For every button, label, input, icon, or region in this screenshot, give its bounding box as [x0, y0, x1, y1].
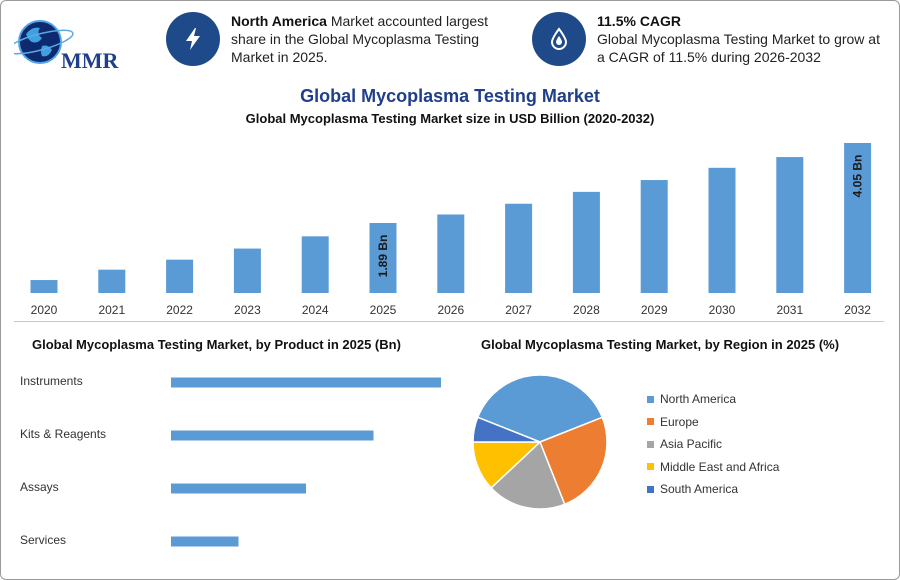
data-label-2025: 1.89 Bn: [376, 235, 390, 278]
pie-slice-asia-pacific: [490, 440, 566, 510]
lightning-icon: [166, 12, 220, 66]
legend-label: Middle East and Africa: [660, 459, 780, 474]
logo-text: MMR: [61, 48, 120, 73]
bar-2024: [301, 236, 329, 293]
legend-swatch: [647, 485, 654, 493]
x-tick-label: 2031: [776, 303, 803, 317]
section-divider: [14, 321, 884, 322]
x-tick-label: 2021: [98, 303, 125, 317]
drop-icon: [532, 12, 586, 66]
x-tick-label: 2023: [234, 303, 261, 317]
x-tick-label: 2027: [505, 303, 532, 317]
highlight-north-america-text: North America Market accounted largest s…: [231, 12, 503, 66]
market-size-bar-chart: 2020 2021 2022 2023 2024 2025 1.89 Bn 2026 2027 2…: [30, 143, 872, 317]
legend-swatch: [647, 463, 654, 471]
legend-label: Europe: [660, 414, 699, 429]
bar-chart-title: Global Mycoplasma Testing Market size in…: [245, 111, 655, 126]
bar-2022: [166, 259, 194, 293]
legend-item: North America: [647, 388, 779, 411]
legend-label: South America: [660, 482, 739, 497]
legend-swatch: [647, 440, 654, 448]
highlight-north-america-bold: North America: [231, 13, 327, 29]
product-bar: [171, 536, 239, 547]
legend-label: Asia Pacific: [660, 437, 723, 452]
bar-2025: [369, 223, 397, 293]
legend-item: South America: [647, 478, 779, 501]
x-tick-label: 2022: [166, 303, 193, 317]
highlight-cagr-bold: 11.5% CAGR: [597, 13, 682, 29]
legend-item: Asia Pacific: [647, 433, 779, 456]
product-bar-chart: Instruments Kits & Reagents Assays Services: [20, 374, 441, 547]
bar-2028: [572, 191, 600, 293]
mmr-logo: MMR: [14, 20, 120, 73]
product-label: Kits & Reagents: [20, 427, 106, 441]
bar-2026: [437, 214, 465, 293]
highlight-north-america-body: Market accounted largest share in the Gl…: [231, 13, 489, 65]
data-label-2032: 4.05 Bn: [851, 155, 865, 198]
bar-2027: [505, 203, 533, 293]
bar-2032: [844, 143, 872, 293]
region-chart-title: Global Mycoplasma Testing Market, by Reg…: [481, 337, 840, 352]
highlight-cagr: 11.5% CAGR Global Mycoplasma Testing Mar…: [532, 12, 892, 66]
product-bar: [171, 483, 306, 494]
bar-2020: [30, 280, 58, 293]
bar-2029: [640, 180, 668, 293]
main-title: Global Mycoplasma Testing Market: [300, 86, 600, 106]
highlight-cagr-body: Global Mycoplasma Testing Market to grow…: [597, 31, 880, 65]
x-tick-label: 2025: [370, 303, 397, 317]
region-pie-chart: [472, 374, 608, 510]
highlight-north-america: North America Market accounted largest s…: [166, 12, 506, 66]
legend-item: Europe: [647, 411, 779, 434]
x-tick-label: 2020: [31, 303, 58, 317]
pie-slice-south-america: [472, 416, 541, 443]
bar-2030: [708, 167, 736, 293]
region-legend: North America Europe Asia Pacific Middle Ea…: [647, 388, 779, 501]
legend-item: Middle East and Africa: [647, 456, 779, 479]
product-chart-title: Global Mycoplasma Testing Market, by Pro…: [32, 337, 401, 352]
product-label: Services: [20, 533, 66, 547]
x-tick-label: 2030: [709, 303, 736, 317]
bar-2021: [98, 269, 126, 293]
legend-swatch: [647, 395, 654, 403]
legend-label: North America: [660, 392, 737, 407]
x-tick-label: 2026: [437, 303, 464, 317]
x-tick-label: 2024: [302, 303, 329, 317]
product-label: Instruments: [20, 374, 83, 388]
bar-2023: [233, 248, 261, 293]
product-label: Assays: [20, 480, 59, 494]
product-bar: [171, 430, 374, 441]
x-tick-label: 2032: [844, 303, 871, 317]
highlight-cagr-text: 11.5% CAGR Global Mycoplasma Testing Mar…: [597, 12, 889, 66]
bar-2031: [776, 157, 804, 293]
product-bar: [171, 377, 441, 388]
x-tick-label: 2029: [641, 303, 668, 317]
legend-swatch: [647, 418, 654, 426]
pie-slice-north-america: [476, 374, 604, 443]
x-tick-label: 2028: [573, 303, 600, 317]
